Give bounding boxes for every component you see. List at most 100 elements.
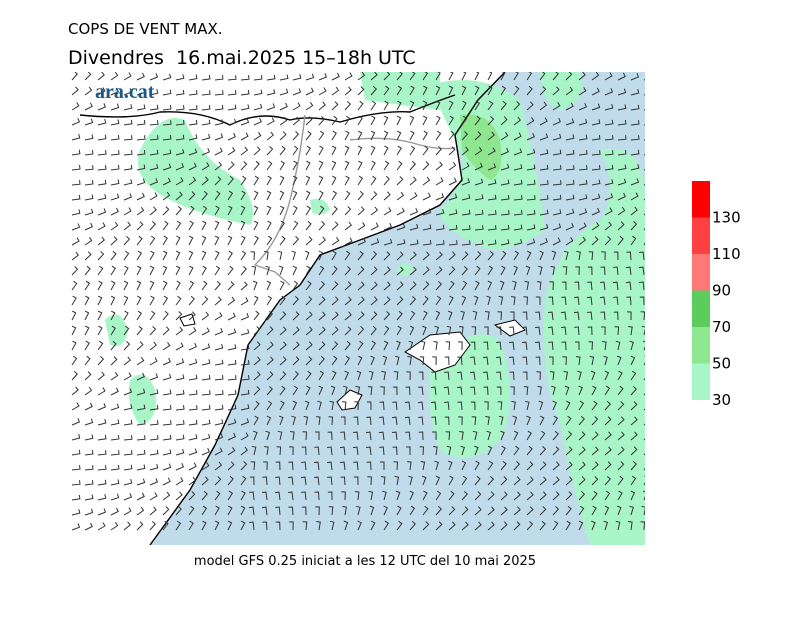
wind-barb (136, 164, 146, 171)
wind-barb (227, 328, 237, 336)
wind-barb (175, 463, 185, 471)
wind-barb (97, 387, 106, 396)
wind-barb (149, 310, 156, 321)
wind-barb (509, 371, 515, 381)
wind-barb (214, 419, 224, 426)
wind-barb (578, 179, 588, 186)
wind-barb (201, 119, 211, 126)
wind-barb (500, 179, 510, 186)
wind-barb (227, 505, 233, 516)
wind-barb (548, 311, 554, 321)
wind-barb (123, 435, 133, 441)
wind-barb (513, 85, 520, 96)
wind-barb (305, 145, 311, 156)
wind-barb (214, 490, 221, 501)
wind-barb (110, 371, 119, 381)
wind-barb (435, 72, 441, 81)
wind-barb (474, 251, 482, 261)
wind-barb (123, 478, 133, 486)
wind-barb (279, 280, 285, 291)
wind-barb (524, 280, 530, 291)
wind-barb (292, 296, 300, 306)
wind-barb (513, 491, 521, 501)
wind-barb (474, 162, 483, 171)
wind-barb (448, 72, 454, 81)
wind-barb (314, 491, 320, 501)
wind-barb (409, 115, 415, 126)
wind-barb (461, 162, 470, 171)
wind-barb (562, 266, 568, 276)
wind-barb (578, 134, 588, 141)
wind-barb (249, 476, 255, 486)
wind-barb (253, 117, 262, 126)
wind-barb (331, 265, 338, 276)
wind-barb (444, 401, 450, 411)
wind-barb (588, 341, 594, 351)
wind-barb (175, 477, 184, 486)
wind-barb (149, 463, 159, 471)
wind-barb (201, 250, 207, 261)
wind-barb (534, 326, 541, 336)
wind-barb (162, 265, 168, 276)
wind-barb (71, 523, 81, 531)
wind-barb (586, 296, 593, 306)
wind-barb (288, 461, 294, 471)
wind-barb (201, 190, 208, 201)
wind-barb (460, 310, 465, 321)
wind-barb (604, 193, 614, 201)
wind-barb (252, 280, 258, 291)
wind-barb (578, 87, 587, 96)
wind-barb (641, 325, 645, 336)
wind-barb (123, 341, 131, 351)
wind-barb (630, 120, 640, 126)
wind-barb (422, 281, 430, 291)
wind-barb (305, 356, 313, 366)
wind-barb (110, 434, 120, 441)
wind-barb (625, 281, 632, 291)
wind-barb (71, 165, 81, 171)
wind-barb (71, 223, 81, 231)
wind-barb (419, 446, 425, 456)
wind-barb (136, 178, 146, 186)
wind-barb (84, 295, 90, 306)
wind-barb (188, 434, 198, 441)
wind-barb (279, 220, 285, 231)
wind-barb (175, 342, 184, 351)
wind-barb (201, 176, 209, 186)
wind-barb (539, 195, 549, 201)
wind-barb (253, 103, 263, 111)
wind-barb (549, 281, 554, 291)
wind-barb (292, 311, 300, 321)
wind-barb (600, 311, 606, 321)
wind-barb (123, 179, 133, 186)
wind-barb (71, 209, 81, 216)
wind-barb (617, 192, 626, 201)
wind-barb (421, 475, 427, 486)
wind-barb (565, 400, 571, 411)
wind-barb (97, 194, 107, 201)
wind-barb (370, 130, 376, 141)
wind-barb (617, 235, 624, 246)
wind-barb (552, 194, 562, 201)
wind-barb (604, 150, 614, 156)
wind-barb (435, 281, 443, 291)
wind-barb (383, 238, 393, 246)
wind-barb (162, 310, 169, 321)
wind-barb (279, 175, 285, 186)
wind-barb (435, 130, 442, 141)
wind-barb (214, 235, 220, 246)
wind-barb (275, 461, 281, 471)
wind-barb (201, 405, 211, 411)
wind-barb (474, 265, 481, 276)
wind-barb (344, 340, 351, 351)
wind-barb (461, 225, 471, 231)
wind-barb (604, 400, 612, 411)
wind-barb (604, 461, 612, 471)
wind-barb (344, 115, 351, 126)
wind-barb (396, 85, 403, 96)
wind-barb (487, 476, 495, 486)
wind-barb (201, 490, 208, 501)
wind-barb (266, 295, 273, 306)
wind-barb (331, 115, 338, 126)
wind-barb (565, 72, 573, 81)
